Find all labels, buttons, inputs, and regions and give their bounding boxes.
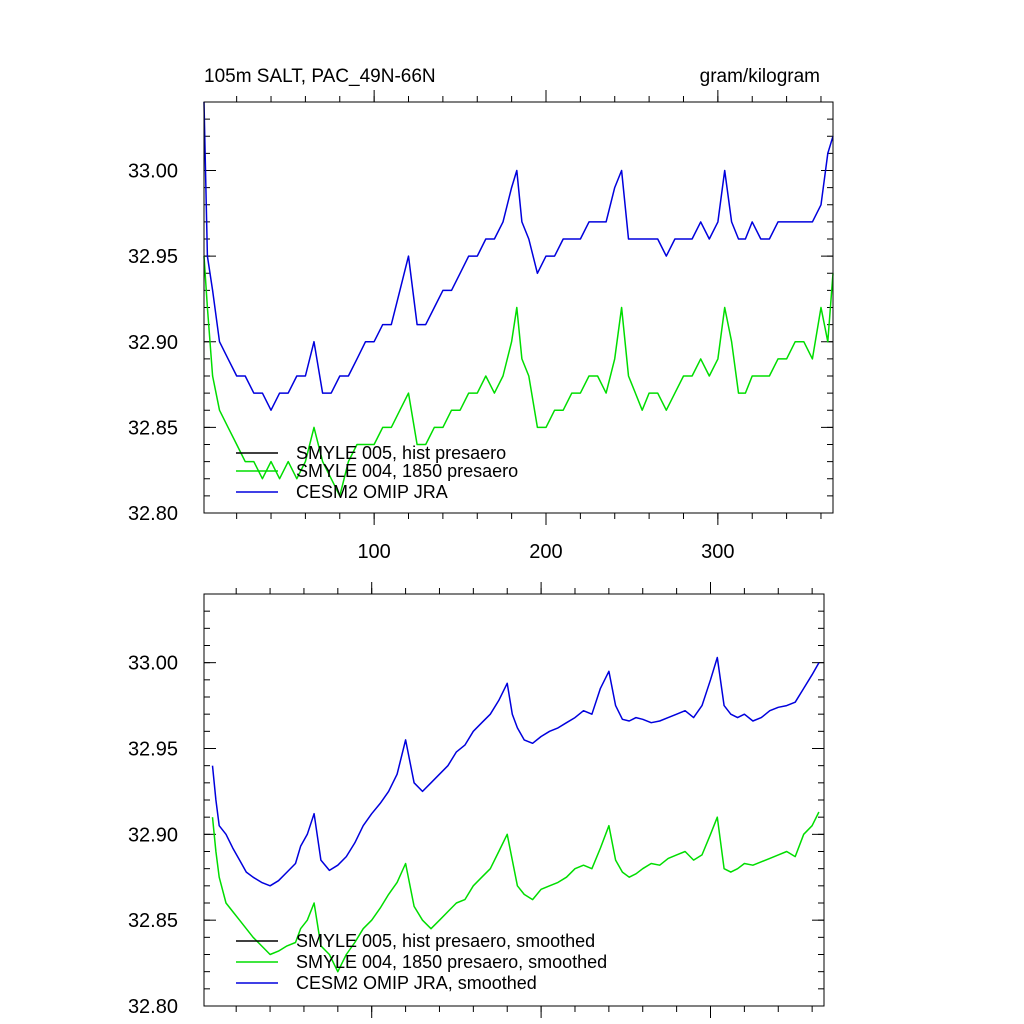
y-tick-label: 32.85 [128, 417, 178, 439]
bottom-axis-ticks: 32.80 32.85 32.90 32.95 33.00 [128, 582, 824, 1018]
y-tick-label: 33.00 [128, 161, 178, 183]
top-chart-units: gram/kilogram [700, 66, 820, 87]
y-tick-label: 33.00 [128, 653, 178, 675]
bottom-legend-label-2: CESM2 OMIP JRA, smoothed [296, 973, 537, 993]
bottom-series-lines [211, 656, 820, 973]
x-tick-label: 200 [529, 541, 562, 563]
bottom-legend: SMYLE 005, hist presaero, smoothed SMYLE… [236, 931, 607, 993]
top-chart-title: 105m SALT, PAC_49N-66N [204, 66, 436, 87]
top-series-lines [203, 101, 834, 497]
top-legend-label-2: CESM2 OMIP JRA [296, 482, 448, 502]
bottom-plot-frame [203, 593, 825, 1007]
top-legend-label-0: SMYLE 005, hist presaero [296, 443, 506, 463]
top-legend: SMYLE 005, hist presaero SMYLE 004, 1850… [236, 443, 518, 502]
y-tick-label: 32.95 [128, 246, 178, 268]
top-series-line-2 [203, 101, 834, 411]
y-tick-label: 32.80 [128, 996, 178, 1018]
y-tick-label: 32.95 [128, 739, 178, 761]
bottom-series-line-1 [211, 811, 820, 973]
bottom-panel: 32.80 32.85 32.90 32.95 33.00 SMYLE 005, his… [128, 582, 825, 1018]
bottom-series-line-2 [211, 656, 820, 887]
top-legend-label-1: SMYLE 004, 1850 presaero [296, 461, 518, 481]
top-axis-ticks: 32.80 32.85 32.90 32.95 33.00 100 200 300 [128, 90, 833, 563]
y-tick-label: 32.90 [128, 332, 178, 354]
x-tick-label: 100 [357, 541, 390, 563]
top-panel: 105m SALT, PAC_49N-66N gram/kilogram 32.… [128, 66, 834, 563]
y-tick-label: 32.80 [128, 503, 178, 525]
bottom-legend-label-1: SMYLE 004, 1850 presaero, smoothed [296, 952, 607, 972]
y-tick-label: 32.85 [128, 910, 178, 932]
top-plot-frame [203, 101, 834, 514]
bottom-legend-label-0: SMYLE 005, hist presaero, smoothed [296, 931, 595, 951]
x-tick-label: 300 [701, 541, 734, 563]
top-series-line-1 [203, 256, 834, 497]
y-tick-label: 32.90 [128, 824, 178, 846]
